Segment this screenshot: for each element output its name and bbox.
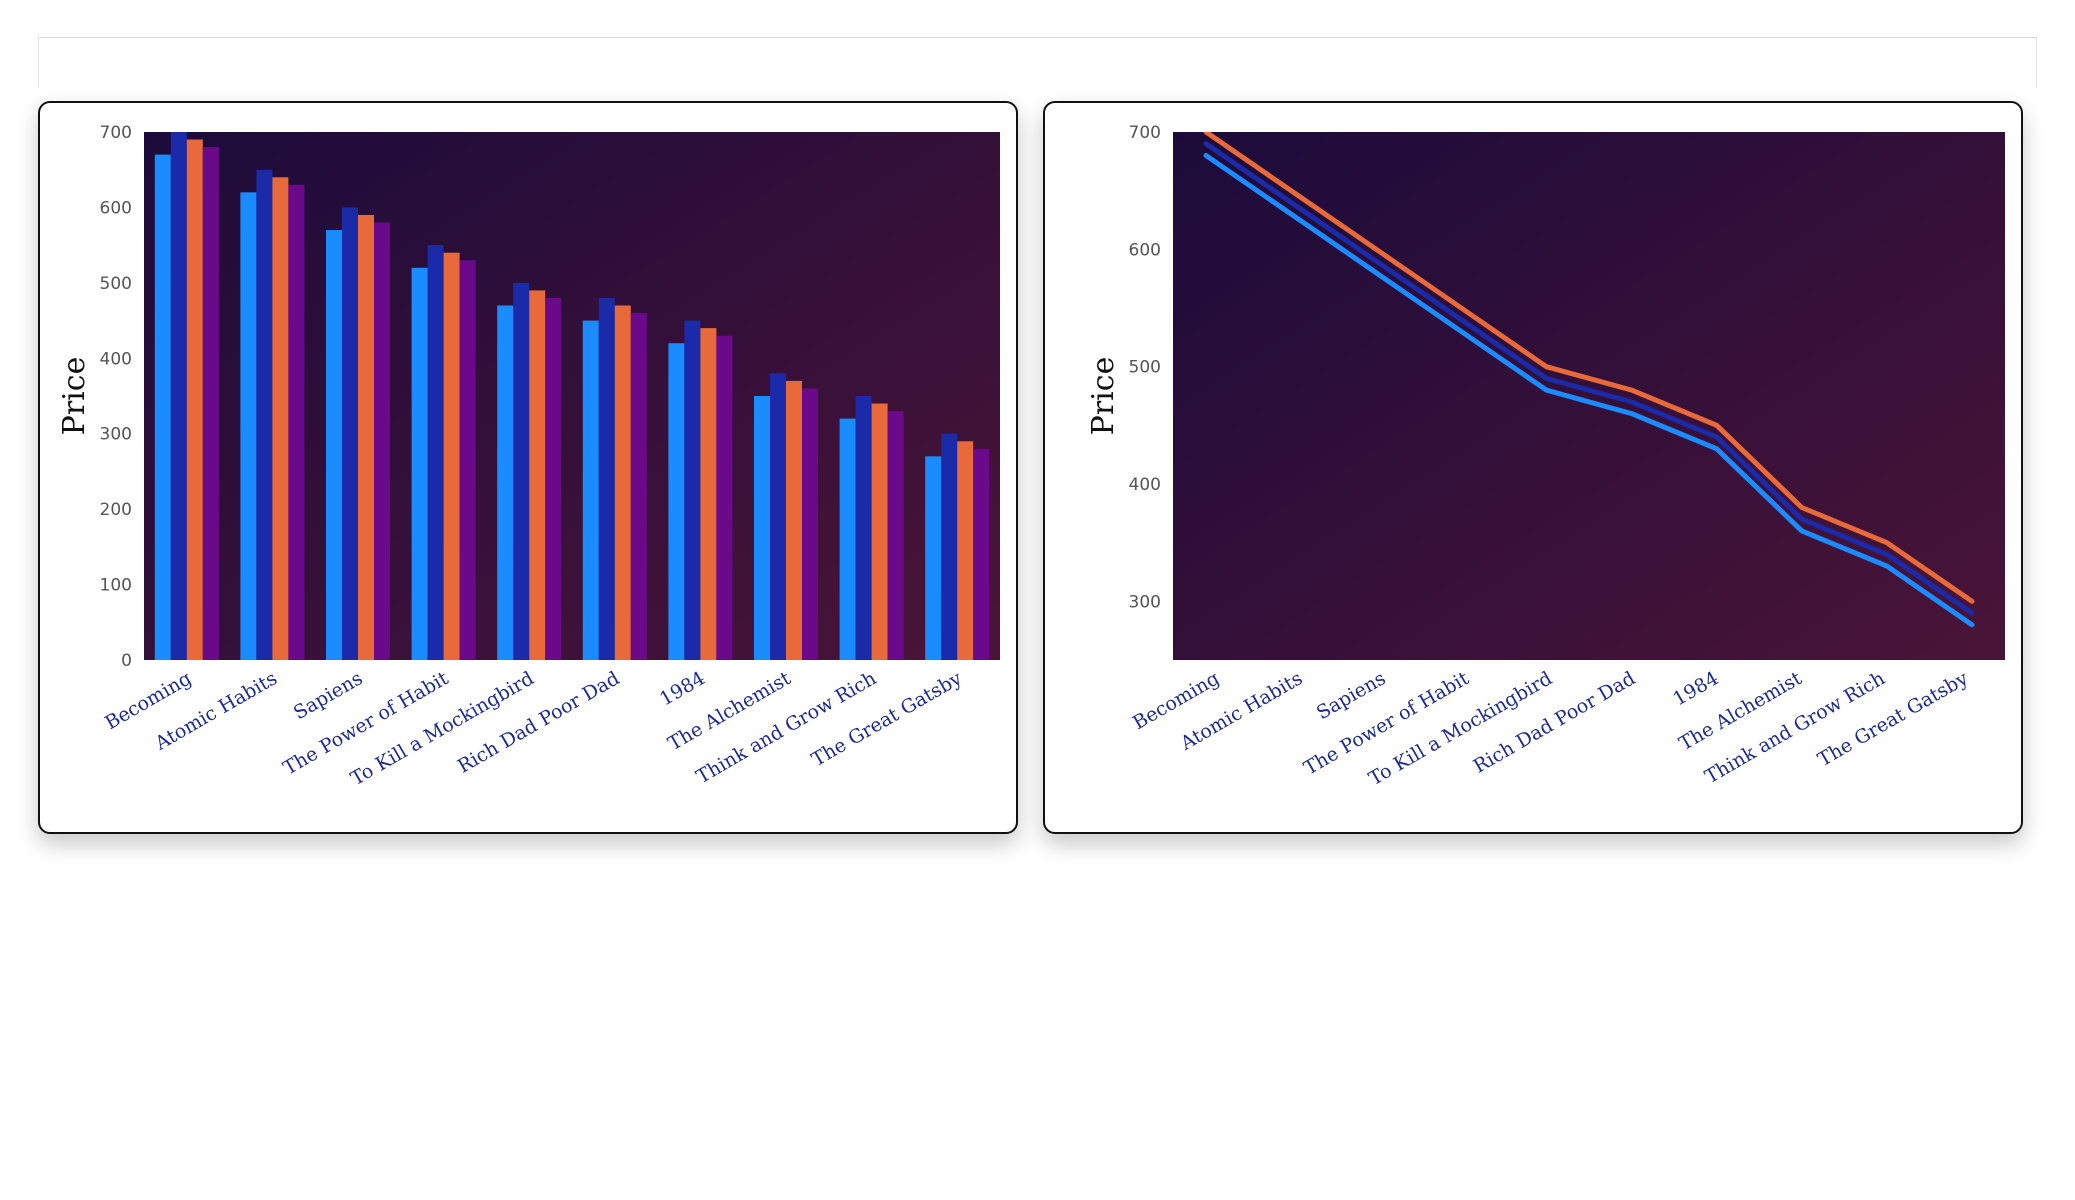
bar [411,267,428,660]
bar-chart-card: 0 100 200 300 400 500 600 700 Price Becoming Atomi… [38,101,1018,834]
y-tick-label: 400 [1129,475,1161,495]
y-tick-label: 400 [100,349,132,369]
bar [973,448,990,660]
bar [839,418,856,660]
series-line [1203,141,1975,616]
bar [459,260,476,660]
bar [786,380,802,660]
x-tick-label: 1984 [656,667,709,710]
x-tick-label: 1984 [1669,667,1722,710]
series-line [1203,132,1975,604]
bar [427,245,444,660]
y-tick-label: 700 [1129,123,1161,143]
bar [887,411,904,660]
bar [358,214,374,660]
plot-background [1173,132,2005,660]
bar [700,328,717,660]
bar [497,305,514,660]
y-tick-label: 300 [1129,592,1161,612]
bar [598,297,615,660]
bar [513,282,530,660]
bar [529,290,546,660]
bar [326,230,342,661]
series-line [1203,153,1975,628]
bar [716,335,733,660]
x-tick-label: Rich Dad Poor Dad [454,667,623,777]
bar [443,252,460,660]
bar [374,222,390,660]
y-tick-label: 600 [100,198,132,218]
bar [186,139,203,661]
y-tick-label: 700 [100,123,132,143]
bar [614,305,631,660]
y-tick-label: 100 [100,576,132,596]
bar [154,154,171,660]
bar [855,396,872,660]
bar [545,297,562,660]
bar [630,313,647,660]
bar [770,373,786,660]
y-tick-label: 0 [121,651,132,671]
y-tick-label: 200 [100,500,132,520]
bar [668,343,685,660]
bar [754,396,770,660]
bar [272,177,289,660]
bar [582,320,599,660]
bar [802,388,818,660]
y-axis-title: Price [57,357,92,436]
bar [871,403,888,660]
y-tick-label: 500 [100,274,132,294]
bar [240,192,257,660]
x-tick-label: The Great Gatsby [1814,667,1972,771]
line-chart-card: 300 400 500 600 700 Price Becoming Atomic Habit… [1043,101,2023,834]
bar [288,184,305,661]
y-axis-title: Price [1086,357,1121,436]
bar [256,169,273,660]
bar [957,441,974,660]
bar-chart: 0100200300400500600700PriceBecomingAtomi… [57,123,1000,790]
y-tick-label: 500 [1129,358,1161,378]
bar [941,433,958,660]
y-tick-label: 300 [100,425,132,445]
x-tick-label: Sapiens [290,667,367,724]
top-toolbar-strip [38,37,2037,88]
y-tick-label: 600 [1129,240,1161,260]
bar [684,320,701,660]
bar [342,207,358,660]
bar [202,147,219,661]
x-tick-label: The Great Gatsby [808,667,966,771]
bar [170,132,187,660]
bar [925,456,942,660]
